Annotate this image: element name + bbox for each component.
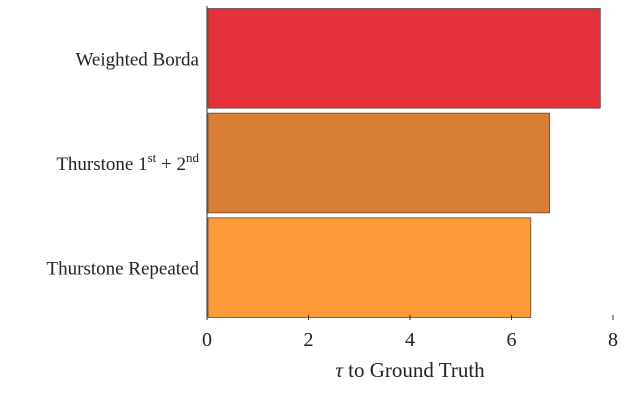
bars-layer xyxy=(207,8,601,318)
category-label-1: Thurstone 1st + 2nd xyxy=(56,150,199,175)
x-tick-label-4: 8 xyxy=(608,329,618,351)
x-tick-label-2: 4 xyxy=(405,329,415,351)
bar-0 xyxy=(207,8,601,109)
x-tick-label-1: 2 xyxy=(304,329,314,351)
category-label-0: Weighted Borda xyxy=(75,49,199,70)
x-tick-label-3: 6 xyxy=(507,329,517,351)
bar-1 xyxy=(207,112,550,214)
labels-layer: 0 2 4 6 8 Weighted Borda Thurstone 1st + 2nd Th… xyxy=(47,49,618,382)
bar-2 xyxy=(207,217,532,318)
axes-layer xyxy=(206,6,614,320)
category-label-2: Thurstone Repeated xyxy=(47,259,200,280)
x-axis-label: τ to Ground Truth xyxy=(335,358,485,382)
x-tick-label-0: 0 xyxy=(202,329,212,351)
